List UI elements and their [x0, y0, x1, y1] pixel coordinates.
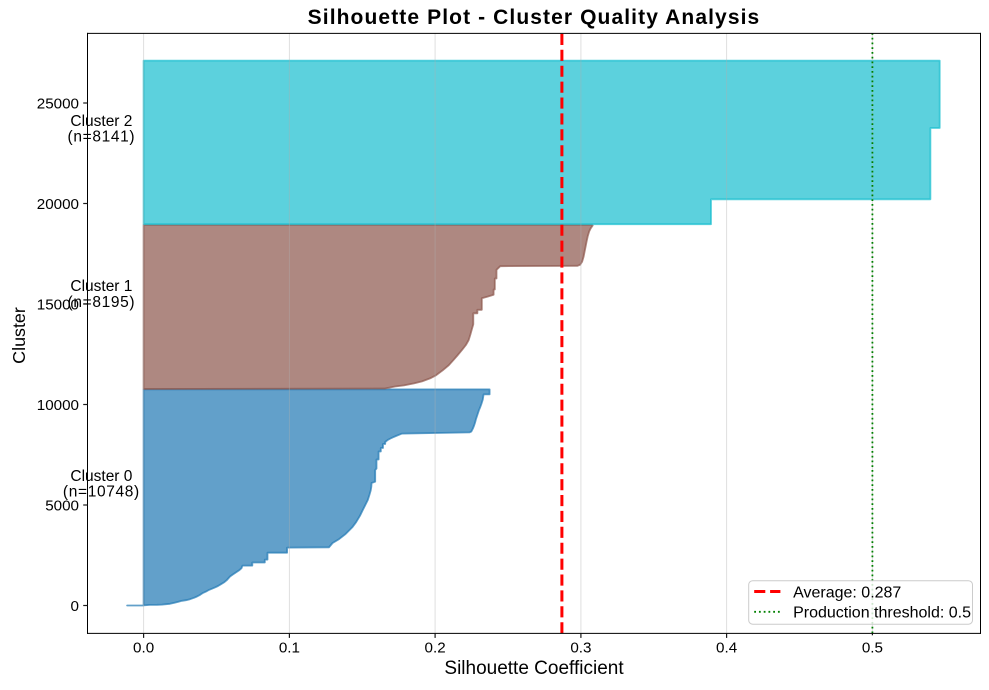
svg-text:0.4: 0.4	[716, 639, 737, 656]
svg-text:0.3: 0.3	[570, 639, 591, 656]
svg-text:Cluster 2: Cluster 2	[70, 113, 132, 130]
svg-text:10000: 10000	[37, 397, 79, 414]
svg-text:5000: 5000	[45, 497, 79, 514]
svg-text:Cluster 0: Cluster 0	[70, 468, 132, 485]
svg-text:15000: 15000	[37, 296, 79, 313]
svg-text:0.1: 0.1	[279, 639, 300, 656]
svg-text:(n=8195): (n=8195)	[68, 294, 136, 311]
svg-text:25000: 25000	[37, 95, 79, 112]
svg-text:Cluster: Cluster	[9, 307, 29, 364]
svg-text:Production threshold: 0.5: Production threshold: 0.5	[793, 605, 971, 622]
svg-text:Silhouette Coefficient: Silhouette Coefficient	[444, 658, 624, 679]
svg-text:0: 0	[71, 598, 79, 615]
svg-text:Cluster 1: Cluster 1	[70, 278, 132, 295]
svg-text:Silhouette Plot - Cluster Qual: Silhouette Plot - Cluster Quality Analys…	[308, 6, 761, 29]
svg-text:(n=8141): (n=8141)	[68, 128, 136, 145]
svg-text:0.2: 0.2	[425, 639, 446, 656]
svg-text:0.5: 0.5	[862, 639, 883, 656]
svg-text:20000: 20000	[37, 196, 79, 213]
svg-text:Average: 0.287: Average: 0.287	[793, 584, 901, 601]
svg-text:(n=10748): (n=10748)	[63, 484, 140, 501]
svg-text:0.0: 0.0	[133, 639, 154, 656]
